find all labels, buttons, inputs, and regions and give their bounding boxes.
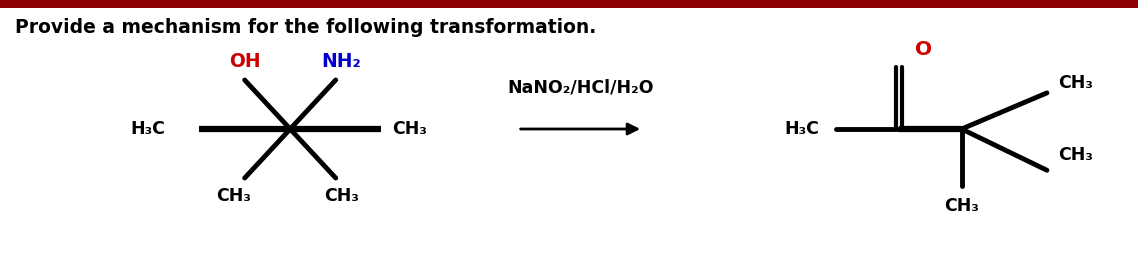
Text: CH₃: CH₃: [216, 187, 250, 205]
Text: CH₃: CH₃: [393, 120, 428, 138]
Text: CH₃: CH₃: [945, 197, 979, 215]
Text: CH₃: CH₃: [1058, 146, 1094, 164]
Text: CH₃: CH₃: [1058, 74, 1094, 92]
Text: H₃C: H₃C: [130, 120, 165, 138]
Text: NaNO₂/HCl/H₂O: NaNO₂/HCl/H₂O: [508, 79, 653, 97]
Text: Provide a mechanism for the following transformation.: Provide a mechanism for the following tr…: [15, 18, 596, 37]
Text: OH: OH: [229, 52, 261, 71]
Text: NH₂: NH₂: [322, 52, 361, 71]
Text: H₃C: H₃C: [784, 120, 819, 138]
Text: CH₃: CH₃: [324, 187, 358, 205]
Text: O: O: [915, 39, 933, 59]
